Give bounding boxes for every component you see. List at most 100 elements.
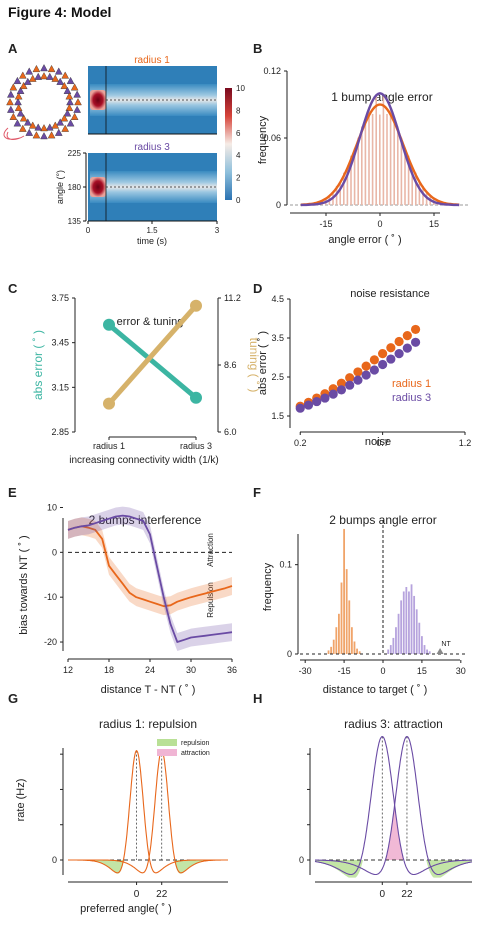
ring-neuron-triangle [13, 119, 22, 127]
ring-neuron-triangle [25, 67, 34, 75]
x-tick-label: 0 [134, 889, 140, 900]
x-tick-label: 22 [156, 889, 168, 900]
y-tick-label: 225 [68, 149, 82, 158]
histogram-bar [345, 569, 348, 654]
colorbar-tick-label: 8 [236, 106, 241, 115]
y-axis-label: bias towards NT ( ˚ ) [18, 535, 30, 634]
x-tick-label: -15 [338, 666, 351, 676]
data-point [320, 393, 330, 403]
legend-swatch-repulsion [157, 739, 177, 746]
data-point [190, 391, 202, 404]
line-abs-error [107, 322, 198, 400]
ring-neuron-triangle [40, 72, 48, 80]
data-point [369, 365, 379, 375]
stimulus-activity [90, 90, 106, 110]
ring-neuron-triangle [13, 76, 22, 85]
data-point [402, 343, 412, 353]
y-tick-label: 11.2 [224, 293, 241, 303]
y-tick-label: 0.12 [263, 66, 281, 76]
histogram-bar [389, 107, 392, 205]
ring-neuron-triangle [65, 103, 74, 111]
left-y-axis-label: abs error ( ˚ ) [31, 330, 45, 400]
colorbar-tick-label: 10 [236, 84, 245, 93]
histogram-bar [340, 582, 343, 654]
y-tick-label: 3.75 [51, 293, 69, 303]
x-tick-label: 15 [429, 219, 439, 229]
y-axis-label: rate (Hz) [15, 779, 27, 822]
y-axis-label: abs error ( ˚ ) [257, 331, 269, 395]
panel-label-D: D [253, 281, 262, 296]
data-point [394, 349, 404, 359]
data-point [345, 373, 355, 383]
y-tick-label: 0.06 [263, 133, 281, 143]
ring-neuron-triangle [63, 86, 72, 94]
y-tick-label: -20 [44, 637, 57, 647]
histogram-bar [407, 155, 410, 205]
histogram-bar [379, 114, 381, 205]
data-point [103, 397, 115, 410]
data-point [410, 337, 421, 347]
repulsion-annotation: Repulsion [206, 582, 215, 618]
y-tick-label: -10 [44, 592, 57, 602]
ring-neuron-triangle [32, 131, 41, 139]
histogram-bar [353, 641, 356, 654]
stimulus-activity [90, 177, 106, 197]
histogram-bar [426, 649, 428, 654]
tuning-curve [68, 750, 228, 874]
histogram-bar [425, 193, 428, 205]
x-tick-label: 1.2 [459, 438, 472, 448]
gaussian-fit-radius-3 [300, 92, 460, 207]
ring-neuron-triangle [40, 64, 48, 72]
ring-neuron-triangle [18, 71, 27, 79]
ring-neuron-triangle [16, 109, 25, 117]
ring-neuron-triangle [47, 131, 56, 139]
panel-label-E: E [8, 485, 17, 500]
data-point [312, 396, 322, 407]
heatmap-x-label: time (s) [137, 236, 167, 246]
x-tick-label: 22 [401, 889, 413, 900]
y-tick-label: 6.0 [224, 427, 237, 437]
histogram-bar [338, 613, 340, 654]
histogram-bar [410, 584, 413, 654]
connection-arrow [3, 127, 25, 140]
data-point [328, 389, 338, 399]
x-axis-label: distance T - NT ( ˚ ) [101, 684, 196, 696]
y-tick-label: 3.5 [271, 333, 284, 343]
x-tick-label: 0 [380, 666, 385, 676]
ring-neuron-triangle [73, 90, 81, 98]
data-point [386, 343, 396, 353]
x-axis-label: noise [365, 436, 391, 448]
histogram-bar [393, 122, 395, 205]
data-point [394, 336, 404, 347]
ring-neuron-triangle [63, 109, 72, 117]
histogram-bar [327, 650, 330, 654]
y-tick-label: 3.45 [51, 338, 69, 348]
data-point [336, 385, 347, 395]
colorbar-tick-label: 2 [236, 174, 241, 183]
attraction-area [382, 804, 407, 860]
histogram-bar [400, 137, 403, 205]
ring-neuron-triangle [47, 64, 56, 73]
y-tick-label: 135 [68, 217, 82, 226]
histogram-bar [339, 183, 341, 205]
x-tick-label: -30 [299, 666, 312, 676]
histogram-bar [402, 591, 405, 654]
data-point [353, 375, 363, 385]
repulsion-area [68, 860, 228, 874]
histogram-bar [389, 645, 392, 654]
legend-attraction: attraction [181, 750, 210, 757]
panel-label-G: G [8, 691, 18, 706]
x-axis-label: preferred angle( ˚ ) [80, 903, 172, 915]
y-tick-label: 180 [68, 183, 82, 192]
colorbar [225, 88, 232, 200]
y-tick-label: 4.5 [271, 294, 284, 304]
y-tick-label: 2.5 [271, 372, 284, 382]
ring-neuron-triangle [65, 92, 74, 100]
ring-neuron-triangle [54, 67, 63, 75]
chart-title: radius 3: attraction [344, 717, 443, 731]
x-tick-label: 18 [104, 665, 114, 675]
data-point [303, 400, 314, 410]
histogram-bar [350, 155, 352, 205]
y-axis-label: frequency [257, 115, 269, 164]
